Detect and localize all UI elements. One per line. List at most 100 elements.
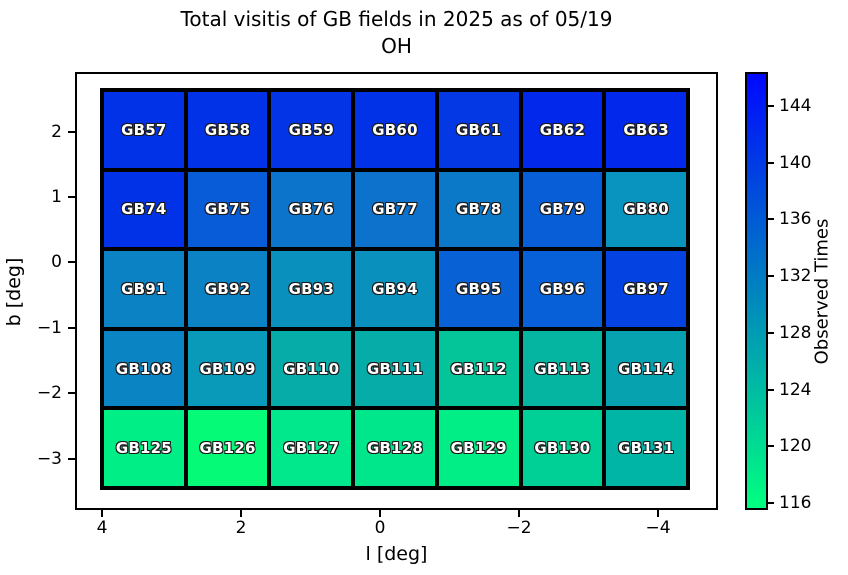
cell-label: GB127 — [283, 439, 340, 458]
cell-label: GB59 — [288, 120, 334, 139]
x-tick-mark — [240, 510, 242, 517]
cell-label: GB60 — [372, 120, 418, 139]
heatmap-cell-gb76: GB76 — [271, 171, 352, 248]
x-tick-mark — [518, 510, 520, 517]
heatmap-cell-gb74: GB74 — [104, 171, 184, 248]
cell-label: GB130 — [534, 439, 591, 458]
cell-label: GB110 — [283, 359, 340, 378]
cell-label: GB113 — [534, 359, 591, 378]
cell-label: GB112 — [450, 359, 507, 378]
cell-label: GB78 — [455, 200, 502, 219]
cell-label: GB97 — [623, 279, 669, 298]
heatmap-cell-gb75: GB75 — [187, 171, 268, 248]
cell-label: GB76 — [288, 200, 334, 219]
cell-label: GB57 — [121, 120, 167, 139]
colorbar-tick-mark — [768, 331, 774, 334]
colorbar-tick-label: 120 — [779, 436, 812, 457]
cell-label: GB128 — [366, 439, 424, 458]
y-tick-mark — [68, 458, 75, 460]
heatmap-cell-gb129: GB129 — [438, 410, 519, 486]
heatmap-cell-gb95: GB95 — [438, 251, 519, 327]
cell-label: GB63 — [623, 120, 669, 139]
heatmap-cell-gb125: GB125 — [104, 410, 184, 486]
heatmap-cell-gb63: GB63 — [606, 92, 686, 168]
heatmap-cell-gb60: GB60 — [355, 92, 435, 168]
colorbar-label: Observed Times — [811, 218, 833, 365]
heatmap-cell-gb78: GB78 — [438, 171, 519, 248]
heatmap-cell-gb97: GB97 — [606, 251, 686, 327]
cell-label: GB111 — [366, 359, 424, 378]
cell-label: GB93 — [288, 279, 334, 298]
cell-label: GB125 — [115, 439, 172, 458]
chart-title-line1: Total visitis of GB fields in 2025 as of… — [180, 7, 613, 31]
cell-label: GB109 — [199, 359, 256, 378]
cell-label: GB95 — [455, 279, 502, 298]
x-tick-mark — [657, 510, 659, 517]
x-tick-label: −2 — [506, 518, 532, 538]
heatmap-grid: GB57 GB58 GB59 GB60 GB61 GB62 GB63 GB74 GB75 GB76… — [100, 88, 690, 490]
cell-label: GB96 — [539, 279, 586, 298]
y-axis-label: b [deg] — [3, 257, 25, 327]
heatmap-cell-gb110: GB110 — [271, 330, 352, 407]
y-tick-label: 1 — [51, 187, 62, 207]
heatmap-cell-gb130: GB130 — [522, 410, 603, 486]
x-tick-label: 0 — [374, 518, 386, 538]
heatmap-cell-gb79: GB79 — [522, 171, 603, 248]
cell-label: GB114 — [618, 359, 675, 378]
cell-label: GB131 — [618, 439, 675, 458]
cell-label: GB129 — [450, 439, 507, 458]
x-tick-mark — [101, 510, 103, 517]
heatmap-cell-gb92: GB92 — [187, 251, 268, 327]
colorbar-tick-label: 144 — [779, 96, 812, 117]
x-tick-mark — [379, 510, 381, 517]
chart-title-line2: OH — [381, 34, 412, 58]
x-axis-label: l [deg] — [365, 543, 428, 565]
cell-label: GB58 — [204, 120, 251, 139]
cell-label: GB74 — [121, 200, 167, 219]
heatmap-cell-gb57: GB57 — [104, 92, 184, 168]
colorbar-tick-mark — [768, 501, 774, 504]
colorbar-tick-label: 140 — [779, 152, 812, 173]
colorbar-tick-label: 128 — [779, 322, 812, 343]
colorbar-tick-label: 136 — [779, 209, 812, 230]
y-tick-label: 0 — [51, 252, 62, 272]
cell-label: GB61 — [455, 120, 502, 139]
heatmap-cell-gb108: GB108 — [104, 330, 184, 407]
cell-label: GB80 — [623, 200, 669, 219]
y-tick-label: −3 — [36, 449, 62, 469]
y-tick-label: −1 — [36, 318, 62, 338]
heatmap-cell-gb128: GB128 — [355, 410, 435, 486]
heatmap-cell-gb113: GB113 — [522, 330, 603, 407]
cell-label: GB126 — [199, 439, 256, 458]
heatmap-cell-gb61: GB61 — [438, 92, 519, 168]
x-tick-label: 2 — [235, 518, 247, 538]
heatmap-cell-gb96: GB96 — [522, 251, 603, 327]
heatmap-cell-gb112: GB112 — [438, 330, 519, 407]
heatmap-cell-gb62: GB62 — [522, 92, 603, 168]
cell-label: GB79 — [539, 200, 586, 219]
y-tick-mark — [68, 392, 75, 394]
heatmap-cell-gb91: GB91 — [104, 251, 184, 327]
x-tick-label: 4 — [96, 518, 108, 538]
heatmap-cell-gb111: GB111 — [355, 330, 435, 407]
colorbar-tick-label: 116 — [779, 492, 812, 513]
heatmap-cell-gb131: GB131 — [606, 410, 686, 486]
colorbar-tick-label: 132 — [779, 266, 812, 287]
colorbar-tick-mark — [768, 105, 774, 108]
heatmap-cell-gb126: GB126 — [187, 410, 268, 486]
colorbar-tick-mark — [768, 161, 774, 164]
heatmap-cell-gb114: GB114 — [606, 330, 686, 407]
heatmap-cell-gb80: GB80 — [606, 171, 686, 248]
y-tick-mark — [68, 327, 75, 329]
heatmap-cell-gb77: GB77 — [355, 171, 435, 248]
cell-label: GB91 — [121, 279, 167, 298]
cell-label: GB62 — [539, 120, 586, 139]
y-tick-label: 2 — [51, 122, 62, 142]
colorbar-tick-label: 124 — [779, 379, 812, 400]
cell-label: GB77 — [372, 200, 418, 219]
colorbar-gradient — [745, 72, 768, 510]
cell-label: GB94 — [372, 279, 418, 298]
y-tick-mark — [68, 196, 75, 198]
colorbar-tick-mark — [768, 275, 774, 278]
